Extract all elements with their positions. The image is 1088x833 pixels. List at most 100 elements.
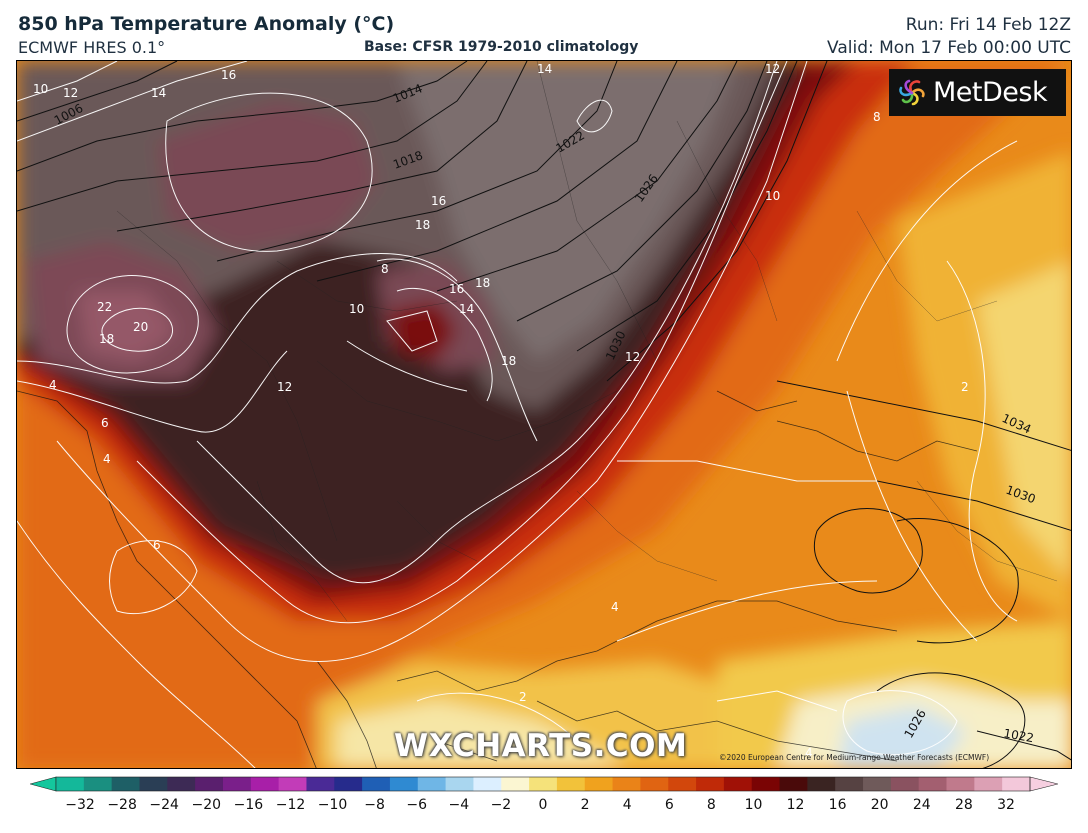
colorbar-segment xyxy=(863,777,892,791)
colorbar-segment xyxy=(83,777,113,791)
run-time-label: Run: Fri 14 Feb 12Z xyxy=(905,15,1071,35)
colorbar-segment xyxy=(306,777,335,791)
isobar-label: 1022 xyxy=(1002,726,1035,745)
colorbar-segment xyxy=(751,777,781,791)
anomaly-label: 22 xyxy=(97,300,112,314)
anomaly-label-group: 10 12 14 16 14 12 8 10 16 18 8 16 18 14 … xyxy=(33,62,969,760)
colorbar-segment xyxy=(222,777,252,791)
anomaly-label: 10 xyxy=(349,302,364,316)
colorbar-right-arrow xyxy=(1029,776,1058,792)
anomaly-label: 14 xyxy=(459,302,474,316)
colorbar-outline xyxy=(55,776,1031,792)
coastlines xyxy=(17,390,978,768)
colorbar-segment xyxy=(1002,777,1031,791)
colorbar-segment xyxy=(334,777,363,791)
colorbar-tick-label: −2 xyxy=(490,797,512,813)
colorbar-segment xyxy=(584,777,614,791)
colorbar-segment xyxy=(445,777,475,791)
colorbar-tick-label: 2 xyxy=(580,797,590,813)
colorbar-segment xyxy=(640,777,669,791)
anomaly-label: 10 xyxy=(33,82,48,96)
metdesk-logo-text: MetDesk xyxy=(933,77,1048,108)
isobars xyxy=(17,61,1071,768)
colorbar-segment xyxy=(167,777,196,791)
chart-title: 850 hPa Temperature Anomaly (°C) xyxy=(18,13,395,35)
anomaly-label: 12 xyxy=(63,86,78,100)
colorbar-tick-label: 24 xyxy=(912,797,931,813)
anomaly-label: 12 xyxy=(277,380,292,394)
colorbar-segment xyxy=(139,777,168,791)
anomaly-label: 18 xyxy=(99,332,114,346)
colorbar-tick-label: 4 xyxy=(622,797,632,813)
metdesk-logo: MetDesk xyxy=(889,69,1066,116)
colorbar-tick-label: −8 xyxy=(364,797,385,813)
colorbar-tick-label: 20 xyxy=(870,797,889,813)
colorbar-tick-label: 8 xyxy=(706,797,716,813)
colorbar-tick-label: −6 xyxy=(406,797,428,813)
anomaly-label: 4 xyxy=(49,378,57,392)
colorbar-segment xyxy=(473,777,502,791)
valid-time-label: Valid: Mon 17 Feb 00:00 UTC xyxy=(827,38,1071,58)
colorbar-tick-label: −4 xyxy=(448,797,470,813)
colorbar-segment xyxy=(974,777,1003,791)
anomaly-label: 10 xyxy=(765,189,780,203)
colorbar-segment xyxy=(111,777,141,791)
colorbar-segment xyxy=(529,777,558,791)
colorbar-tick-label: −12 xyxy=(275,797,306,813)
colorbar-segment xyxy=(56,777,85,791)
anomaly-label: 18 xyxy=(501,354,516,368)
anomaly-label: 4 xyxy=(611,600,619,614)
colorbar-left-arrow xyxy=(30,776,57,792)
model-label: ECMWF HRES 0.1° xyxy=(18,38,166,57)
anomaly-label: 20 xyxy=(133,320,148,334)
colorbar-tick-label: 0 xyxy=(538,797,548,813)
metdesk-spiral-icon xyxy=(899,79,925,105)
colorbar-segment xyxy=(890,777,920,791)
colorbar-tick-label: −24 xyxy=(149,797,179,813)
colorbar-tick-label: 12 xyxy=(786,797,805,813)
colorbar-segment xyxy=(918,777,948,791)
anomaly-label: 8 xyxy=(873,110,881,124)
anomaly-label: 16 xyxy=(449,282,464,296)
colorbar-segment xyxy=(362,777,391,791)
colorbar-segment xyxy=(723,777,753,791)
colorbar-segment xyxy=(195,777,224,791)
anomaly-label: 14 xyxy=(537,62,552,76)
anomaly-label: 6 xyxy=(153,538,161,552)
colorbar-tick-label: 32 xyxy=(997,797,1015,813)
anomaly-label: 16 xyxy=(221,68,236,82)
anomaly-label: 2 xyxy=(961,380,969,394)
colorbar-tick-label: −32 xyxy=(65,797,95,813)
anomaly-label: 12 xyxy=(765,62,780,76)
colorbar-segment xyxy=(612,777,641,791)
colorbar-segment xyxy=(556,777,586,791)
anomaly-map: 1006 1014 1018 1022 1026 1030 1034 1030 … xyxy=(16,60,1072,769)
colorbar-segment xyxy=(807,777,836,791)
anomaly-contours xyxy=(17,61,1018,768)
anomaly-label: 12 xyxy=(625,350,640,364)
anomaly-label: 18 xyxy=(415,218,430,232)
anomaly-label: 2 xyxy=(519,690,527,704)
colorbar-segment xyxy=(278,777,308,791)
colorbar-tick-label: −28 xyxy=(107,797,137,813)
colorbar-segments xyxy=(56,777,1031,791)
colorbar-segment xyxy=(250,777,280,791)
anomaly-label: 16 xyxy=(431,194,446,208)
colorbar-tick-label: −10 xyxy=(317,797,348,813)
colorbar-tick-label: 10 xyxy=(744,797,763,813)
borders xyxy=(116,61,1058,622)
anomaly-label: 4 xyxy=(103,452,111,466)
colorbar-segment xyxy=(835,777,864,791)
anomaly-label: 14 xyxy=(151,86,166,100)
colorbar-tick-label: 28 xyxy=(954,797,973,813)
colorbar-tick-label: 6 xyxy=(664,797,674,813)
colorbar-tick-label: −20 xyxy=(191,797,222,813)
anomaly-label: 4 xyxy=(805,746,813,760)
colorbar-segment xyxy=(417,777,447,791)
colorbar-tick-label: −16 xyxy=(233,797,264,813)
colorbar-segment xyxy=(946,777,975,791)
wxcharts-watermark: WXCHARTS.COM xyxy=(394,728,688,764)
anomaly-label: 18 xyxy=(475,276,490,290)
colorbar xyxy=(30,776,1058,792)
anomaly-label: 6 xyxy=(101,416,109,430)
